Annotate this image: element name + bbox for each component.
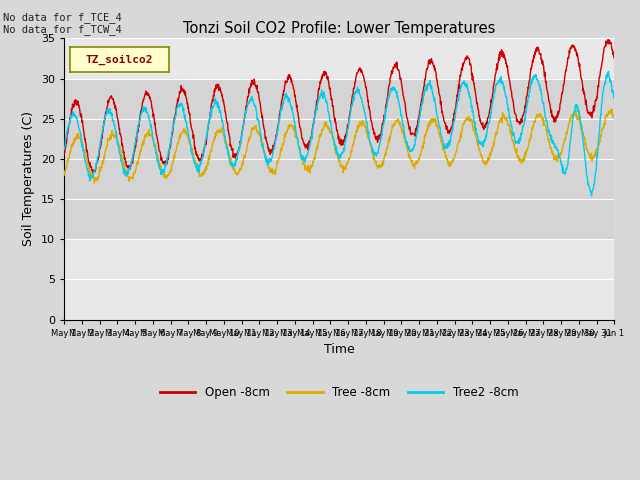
Text: No data for f_TCE_4
No data for f_TCW_4: No data for f_TCE_4 No data for f_TCW_4 [3, 12, 122, 36]
Legend: Open -8cm, Tree -8cm, Tree2 -8cm: Open -8cm, Tree -8cm, Tree2 -8cm [155, 382, 524, 404]
X-axis label: Time: Time [324, 343, 355, 356]
Bar [64, 79, 614, 239]
Y-axis label: Soil Temperatures (C): Soil Temperatures (C) [22, 111, 35, 246]
Title: Tonzi Soil CO2 Profile: Lower Temperatures: Tonzi Soil CO2 Profile: Lower Temperatur… [183, 21, 495, 36]
